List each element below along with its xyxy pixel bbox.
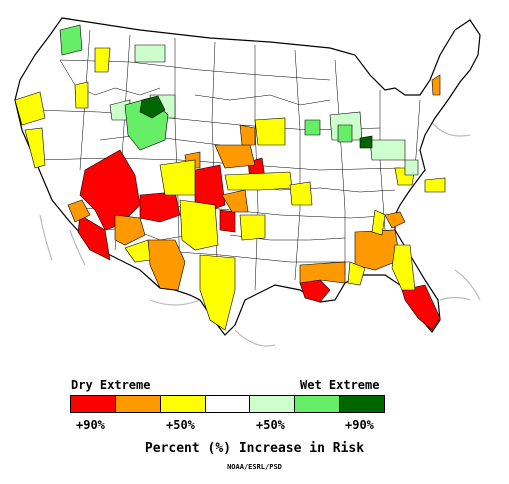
legend-swatch-wet-90 [340, 396, 385, 412]
wet-90-regions [139, 95, 373, 149]
dry-50-regions [14, 47, 446, 331]
tick-wet-50: +50% [256, 418, 285, 432]
wet-extreme-label: Wet Extreme [300, 378, 380, 392]
dry-extreme-label: Dry Extreme [71, 378, 151, 392]
legend-title: Percent (%) Increase in Risk [144, 441, 365, 456]
tick-dry-50: +50% [166, 418, 195, 432]
tick-dry-90: +90% [76, 418, 105, 432]
us-climate-division-map [14, 17, 481, 347]
legend-swatch-wet-50 [250, 396, 296, 412]
color-legend-bar [70, 395, 385, 413]
legend-swatch-wet-70 [295, 396, 341, 412]
dry-70-regions [67, 74, 441, 291]
legend-swatch-dry-90 [71, 396, 116, 412]
dry-90-regions [77, 149, 441, 331]
credit-label: NOAA/ESRL/PSD [227, 463, 282, 471]
legend-swatch-dry-70 [115, 396, 161, 412]
legend-swatch-neutral [205, 396, 251, 412]
legend-swatch-dry-50 [160, 396, 206, 412]
tick-wet-90: +90% [345, 418, 374, 432]
